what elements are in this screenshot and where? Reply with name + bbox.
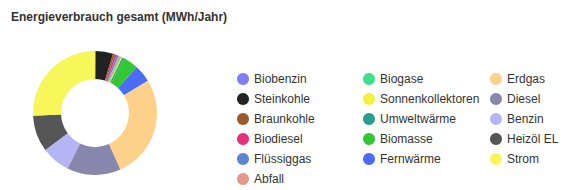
svg-text:Biomasse: Biomasse xyxy=(380,132,433,146)
svg-text:Biodiesel: Biodiesel xyxy=(254,132,303,146)
svg-text:Energieverbrauch gesamt (MWh/J: Energieverbrauch gesamt (MWh/Jahr) xyxy=(11,10,227,24)
svg-text:Diesel: Diesel xyxy=(507,92,540,106)
svg-text:Sonnenkollektoren: Sonnenkollektoren xyxy=(380,92,479,106)
svg-text:Erdgas: Erdgas xyxy=(507,72,545,86)
svg-text:Braunkohle: Braunkohle xyxy=(254,112,315,126)
svg-text:Umweltwärme: Umweltwärme xyxy=(380,112,456,126)
svg-text:Strom: Strom xyxy=(507,152,539,166)
svg-text:Biogase: Biogase xyxy=(380,72,424,86)
svg-text:Flüssiggas: Flüssiggas xyxy=(254,152,311,166)
svg-text:Biobenzin: Biobenzin xyxy=(254,72,307,86)
svg-text:Steinkohle: Steinkohle xyxy=(254,92,310,106)
svg-text:Abfall: Abfall xyxy=(254,172,284,186)
svg-text:Fernwärme: Fernwärme xyxy=(380,152,441,166)
svg-text:Heizöl EL: Heizöl EL xyxy=(507,132,559,146)
svg-text:Benzin: Benzin xyxy=(507,112,544,126)
